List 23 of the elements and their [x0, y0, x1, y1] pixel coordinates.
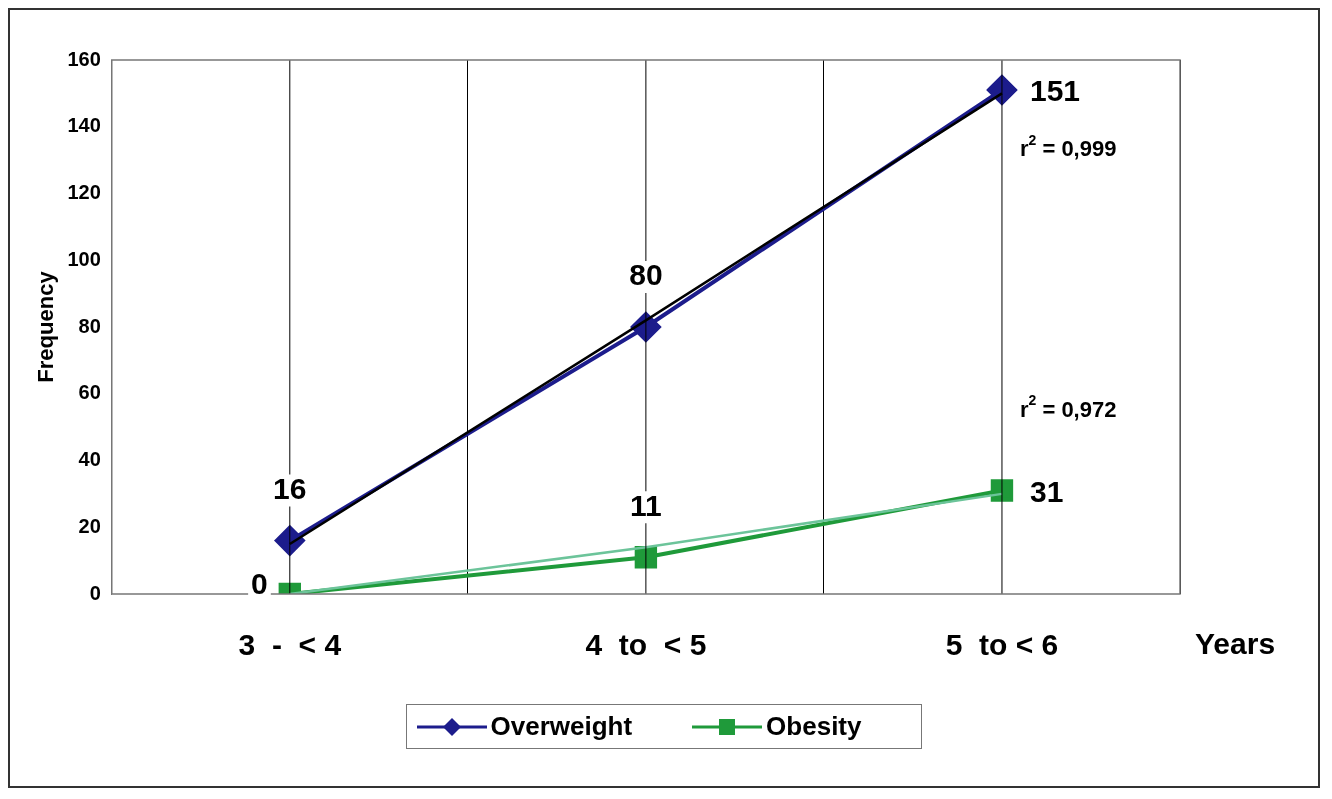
y-tick-label: 160 [67, 47, 101, 70]
data-label: 11 [630, 488, 662, 522]
data-label: 80 [629, 258, 663, 292]
legend-label: Overweight [490, 711, 633, 742]
x-tick-label: 5 to < 6 [945, 628, 1059, 662]
x-tick-label: 3 - < 4 [238, 628, 342, 662]
data-label: 151 [1029, 74, 1081, 108]
y-tick-label: 120 [67, 181, 101, 204]
y-tick-label: 0 [89, 581, 101, 604]
y-tick-label: 100 [67, 247, 101, 270]
y-tick-label: 40 [78, 448, 101, 471]
y-tick-label: 20 [78, 514, 101, 537]
data-label: 0 [251, 567, 268, 601]
y-tick-label: 140 [67, 114, 101, 137]
data-label: 31 [1029, 474, 1064, 508]
y-tick-label: 80 [78, 314, 101, 337]
point [274, 525, 305, 556]
x-tick-label: 4 to < 5 [585, 628, 707, 662]
y-axis-title: Frequency [33, 270, 59, 383]
x-axis-title: Years [1195, 627, 1276, 661]
legend-label: Obesity [766, 711, 862, 742]
data-label: 16 [273, 471, 307, 505]
y-tick-label: 60 [78, 381, 101, 404]
